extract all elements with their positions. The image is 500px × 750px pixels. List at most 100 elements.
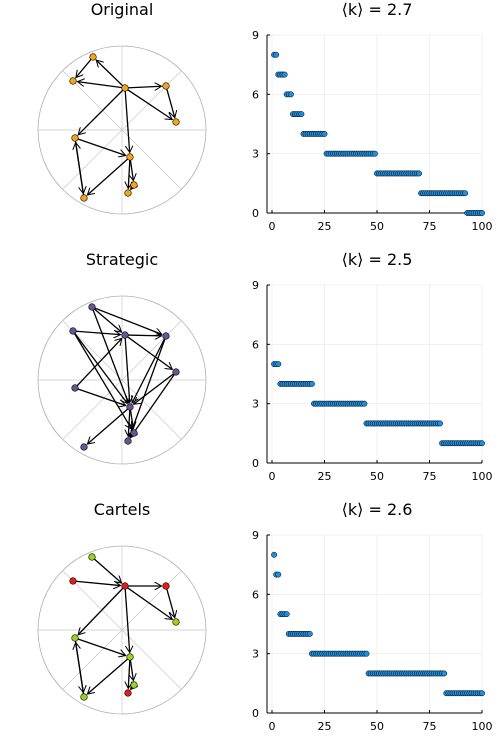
network-edge bbox=[76, 56, 94, 78]
network-edge bbox=[74, 137, 126, 156]
data-point bbox=[271, 551, 278, 558]
data-point bbox=[321, 130, 328, 137]
network-edge bbox=[87, 406, 131, 444]
scatter-title-2: ⟨k⟩ = 2.5 bbox=[342, 250, 413, 269]
scatter-title-1: ⟨k⟩ = 2.7 bbox=[342, 0, 413, 19]
x-tick-label: 25 bbox=[318, 220, 332, 233]
network-edge bbox=[91, 306, 122, 332]
data-point bbox=[298, 111, 305, 118]
y-tick-label: 3 bbox=[252, 398, 259, 411]
polar-spoke bbox=[121, 320, 182, 381]
y-tick-label: 3 bbox=[252, 648, 259, 661]
network-node bbox=[80, 194, 88, 202]
data-point bbox=[361, 400, 368, 407]
network-node bbox=[88, 553, 96, 561]
data-point bbox=[273, 51, 280, 58]
y-tick-label: 0 bbox=[252, 457, 259, 470]
network-node bbox=[71, 384, 79, 392]
network-edge bbox=[124, 335, 162, 336]
x-tick-label: 50 bbox=[370, 470, 384, 483]
data-point bbox=[283, 611, 290, 618]
network-node bbox=[80, 443, 88, 451]
network-node bbox=[124, 689, 132, 697]
y-tick-label: 6 bbox=[252, 588, 259, 601]
y-tick-label: 3 bbox=[252, 148, 259, 161]
network-edge bbox=[87, 156, 131, 195]
network-node bbox=[172, 118, 180, 126]
network-node bbox=[69, 577, 77, 585]
network-edge bbox=[77, 82, 126, 89]
y-tick-label: 0 bbox=[252, 207, 259, 220]
x-tick-label: 100 bbox=[472, 720, 493, 733]
network-edge bbox=[165, 585, 175, 618]
network-edge bbox=[130, 156, 133, 181]
polar-spoke bbox=[62, 379, 123, 440]
network-edge bbox=[128, 656, 130, 689]
network-edge bbox=[124, 87, 172, 120]
data-point bbox=[287, 91, 294, 98]
data-point bbox=[441, 670, 448, 677]
network-node bbox=[162, 332, 170, 340]
network-node bbox=[71, 634, 79, 642]
degree-scatter-2: 0 25 50 75 100 0 3 6 9 bbox=[252, 279, 493, 483]
network-edge bbox=[91, 306, 128, 403]
data-point bbox=[416, 170, 422, 177]
network-title-original: Original bbox=[91, 0, 154, 19]
polar-spoke bbox=[121, 129, 182, 190]
y-tick-label: 6 bbox=[252, 338, 259, 351]
network-title-strategic: Strategic bbox=[86, 250, 158, 269]
network-edge bbox=[74, 338, 122, 389]
y-tick-label: 9 bbox=[252, 29, 259, 42]
polar-spoke bbox=[121, 629, 182, 690]
y-tick-label: 0 bbox=[252, 707, 259, 720]
data-point bbox=[275, 571, 282, 578]
x-tick-label: 75 bbox=[423, 720, 437, 733]
network-edge bbox=[128, 406, 130, 437]
data-point bbox=[308, 380, 315, 387]
network-node bbox=[126, 403, 134, 411]
network-edge bbox=[87, 656, 131, 694]
network-edge bbox=[74, 637, 83, 693]
network-edge bbox=[130, 335, 167, 437]
polar-spoke bbox=[121, 70, 182, 131]
network-node bbox=[162, 82, 170, 90]
network-edge bbox=[91, 306, 162, 334]
data-point bbox=[275, 361, 282, 368]
network-node bbox=[130, 181, 138, 189]
x-tick-label: 50 bbox=[370, 220, 384, 233]
network-node bbox=[69, 327, 77, 335]
network-edge bbox=[74, 387, 126, 406]
network-edge bbox=[130, 406, 133, 429]
network-node bbox=[121, 331, 129, 339]
data-point bbox=[306, 630, 313, 637]
network-node bbox=[89, 53, 97, 61]
x-tick-label: 50 bbox=[370, 720, 384, 733]
network-edge bbox=[165, 85, 175, 118]
x-tick-label: 0 bbox=[269, 220, 276, 233]
network-edge bbox=[78, 87, 126, 135]
network-edge bbox=[72, 330, 133, 429]
network-node bbox=[124, 437, 132, 445]
data-point bbox=[479, 440, 485, 447]
network-diagram-cartels bbox=[37, 545, 207, 715]
x-tick-label: 100 bbox=[472, 470, 493, 483]
network-node bbox=[121, 582, 129, 590]
network-node bbox=[69, 77, 77, 85]
data-point bbox=[363, 650, 370, 657]
polar-spoke bbox=[62, 129, 123, 190]
network-edge bbox=[128, 156, 130, 189]
network-edge bbox=[96, 60, 126, 89]
y-tick-label: 9 bbox=[252, 279, 259, 292]
x-tick-label: 25 bbox=[318, 470, 332, 483]
network-edge bbox=[124, 585, 130, 653]
network-edge bbox=[74, 637, 126, 656]
network-node bbox=[172, 368, 180, 376]
network-node bbox=[121, 84, 129, 92]
network-edge bbox=[74, 137, 83, 194]
x-tick-label: 25 bbox=[318, 720, 332, 733]
network-node bbox=[130, 681, 138, 689]
y-tick-label: 6 bbox=[252, 88, 259, 101]
network-node bbox=[162, 582, 170, 590]
network-edge bbox=[91, 556, 122, 583]
network-node bbox=[126, 653, 134, 661]
